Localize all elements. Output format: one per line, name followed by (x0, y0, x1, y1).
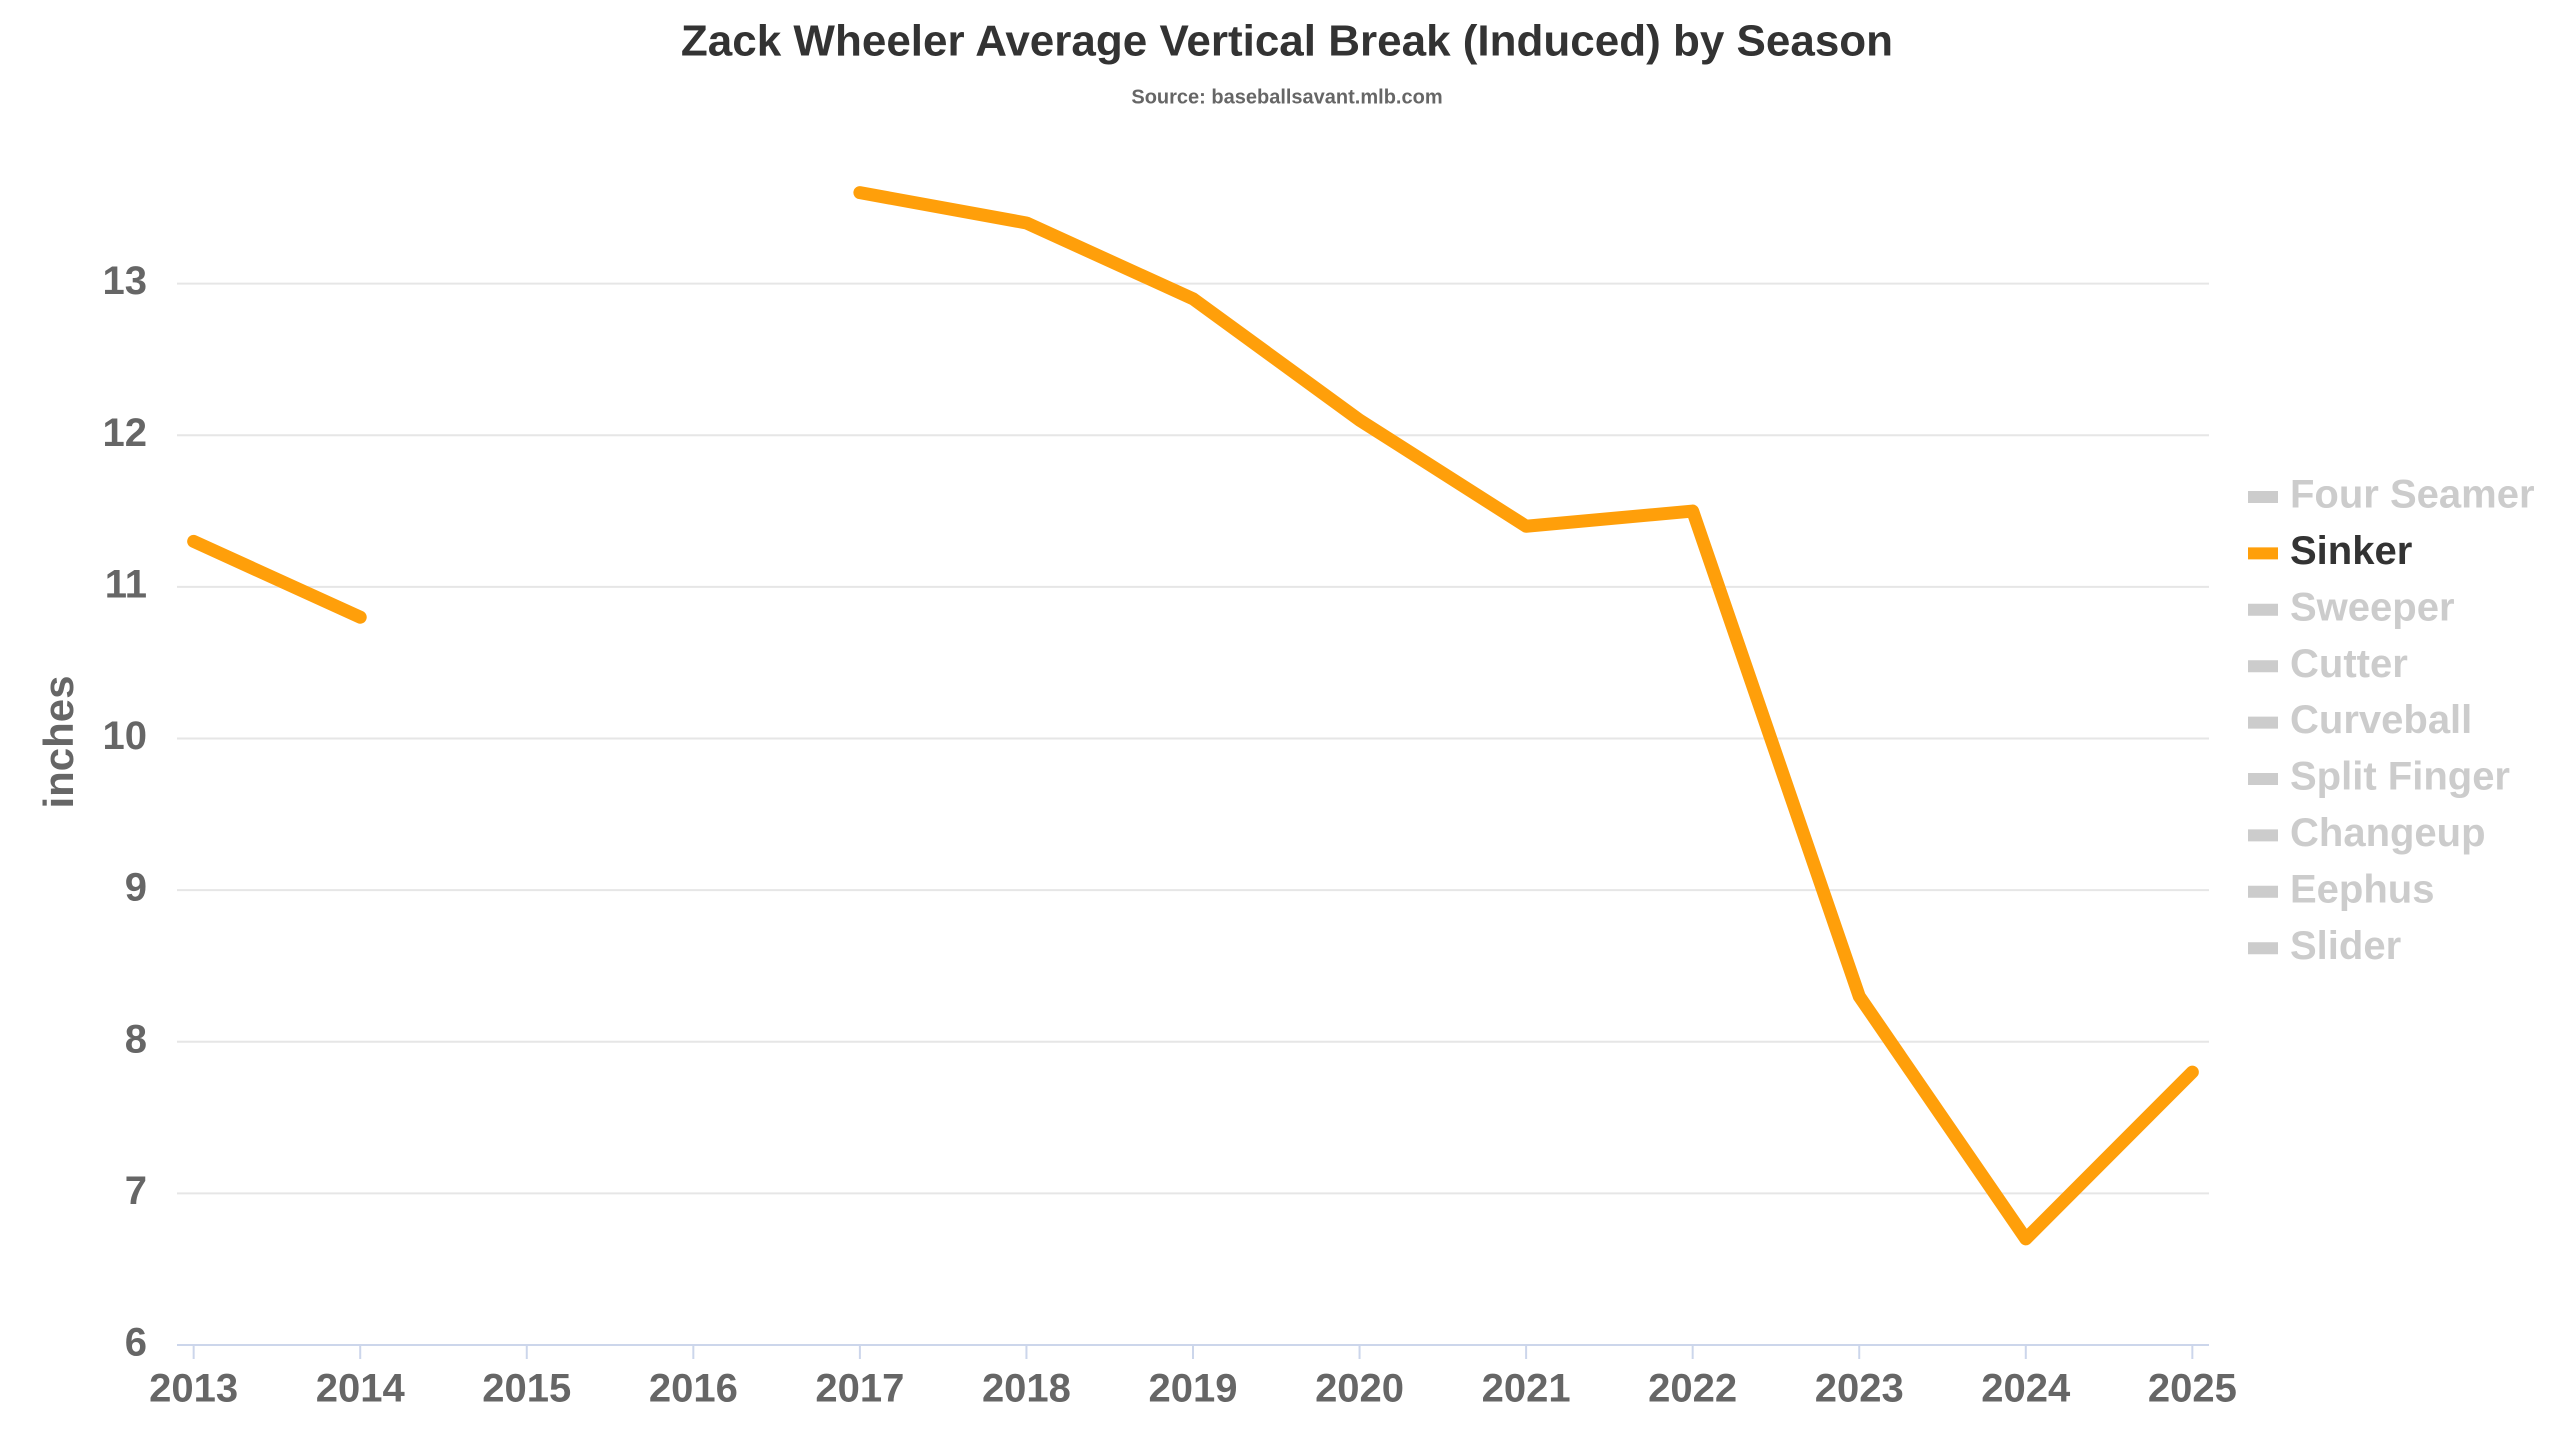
y-tick-label: 8 (125, 1017, 147, 1061)
x-tick-label: 2017 (815, 1367, 904, 1411)
legend-label[interactable]: Changeup (2290, 811, 2486, 855)
x-tick-label: 2023 (1815, 1367, 1904, 1411)
y-axis-label: inches (35, 675, 82, 808)
y-tick-label: 10 (103, 714, 148, 758)
chart-title: Zack Wheeler Average Vertical Break (Ind… (681, 17, 1893, 66)
x-tick-label: 2013 (149, 1367, 238, 1411)
legend-label[interactable]: Slider (2290, 924, 2401, 968)
x-tick-label: 2015 (482, 1367, 571, 1411)
x-tick-label: 2014 (316, 1367, 406, 1411)
x-tick-label: 2021 (1482, 1367, 1571, 1411)
y-tick-label: 11 (105, 562, 147, 606)
x-tick-label: 2019 (1149, 1367, 1238, 1411)
y-tick-label: 13 (103, 259, 148, 303)
y-tick-label: 7 (125, 1169, 147, 1213)
x-tick-label: 2018 (982, 1367, 1071, 1411)
legend-label[interactable]: Eephus (2290, 867, 2434, 911)
y-tick-label: 9 (125, 866, 147, 910)
series-line (187, 186, 2199, 1246)
legend-label[interactable]: Curveball (2290, 698, 2472, 742)
x-tick-label: 2022 (1648, 1367, 1737, 1411)
legend-label[interactable]: Split Finger (2290, 755, 2510, 799)
x-tick-label: 2025 (2148, 1367, 2237, 1411)
legend-label[interactable]: Sinker (2290, 529, 2412, 573)
legend-label[interactable]: Cutter (2290, 642, 2408, 686)
legend-label[interactable]: Sweeper (2290, 585, 2455, 629)
x-tick-label: 2020 (1315, 1367, 1404, 1411)
chart-subtitle: Source: baseballsavant.mlb.com (1131, 86, 1442, 108)
legend-label[interactable]: Four Seamer (2290, 473, 2535, 517)
y-tick-label: 6 (125, 1321, 147, 1365)
x-tick-label: 2024 (1981, 1367, 2071, 1411)
y-tick-label: 12 (103, 411, 148, 455)
x-tick-label: 2016 (649, 1367, 738, 1411)
